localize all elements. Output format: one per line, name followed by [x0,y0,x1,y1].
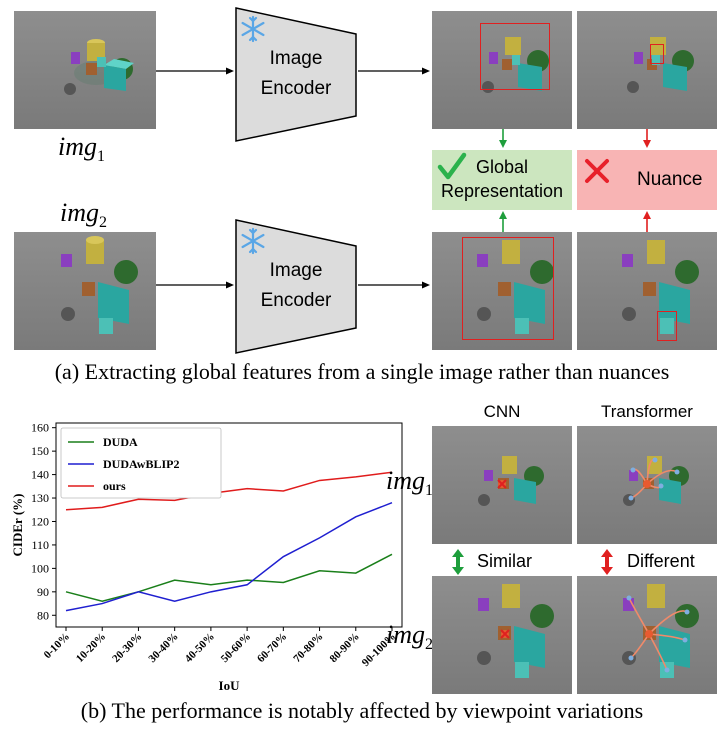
legend-label: DUDA [103,435,138,449]
nuance-box-label: Nuance [637,169,703,190]
img1-label-text: img [58,132,97,161]
scene-global-img2 [432,232,572,350]
y-tick-label: 120 [31,514,49,528]
arrow-encoder-to-feature-1 [358,67,430,75]
x-tick-label: 60-70% [255,631,289,665]
snowflake-icon [238,14,268,44]
b-img1-label-text: img [386,466,425,495]
similar-arrow-icon [452,549,464,575]
b-img1-label: img1 [386,466,433,500]
encoder-1-label-line2: Encoder [260,78,332,99]
scene-transformer-img1 [577,426,717,544]
img2-label: img2 [60,198,107,232]
arrow-encoder-to-feature-2 [358,281,430,289]
legend-box [60,427,222,499]
plot-frame [55,422,403,628]
y-axis-label: CIDEr (%) [10,494,25,557]
legend-label: DUDAwBLIP2 [103,457,179,471]
x-tick-label: 50-60% [219,631,253,665]
encoder-2-label-line1: Image [269,260,323,281]
encoder-2-label-line2: Encoder [260,290,332,311]
nuance-bbox-2 [657,311,677,341]
series-line-duda [65,553,393,602]
encoder-2-label: Image Encoder [236,256,356,316]
img2-label-text: img [60,198,99,227]
img1-label-sub: 1 [97,148,105,166]
x-tick-label: 10-20% [74,631,108,665]
encoder-1-label: Image Encoder [236,44,356,104]
y-tick-label: 150 [31,444,49,458]
y-tick-label: 110 [31,538,49,552]
global-box-line1: Global [475,157,529,177]
encoder-1-label-line1: Image [269,48,323,69]
image-encoder-2 [234,218,358,355]
global-bbox-2 [462,237,554,340]
scene-global-img1 [432,11,572,129]
y-tick-label: 90 [37,585,49,599]
b-img2-label-text: img [386,620,425,649]
x-tick-label: 70-80% [291,631,325,665]
img1-label: img1 [58,132,105,166]
caption-a: (a) Extracting global features from a si… [54,359,670,384]
cnn-header: CNN [483,402,521,421]
scene-nuance-img1 [577,11,717,129]
check-icon [437,152,467,180]
scene-nuance-img2 [577,232,717,350]
global-bbox-1 [480,23,550,90]
x-tick-label: 40-50% [183,631,217,665]
scene-image-img1 [14,11,156,129]
similar-label: Similar [477,551,533,571]
cross-icon [585,159,609,183]
img2-label-sub: 2 [99,214,107,232]
arrow-up-red [643,211,651,232]
cider-iou-chart: 80 90 100 110 120 130 140 150 160 0-10% 10-20% 20-3… [10,421,403,693]
arrow-img2-to-encoder [156,281,234,289]
arrow-down-red [643,129,651,148]
x-tick-label: 20-30% [110,631,144,665]
scene-transformer-img2 [577,576,717,694]
y-tick-label: 140 [31,468,49,482]
y-tick-label: 160 [31,421,49,435]
series-line-dudawblip2 [65,502,393,612]
scene-image-img2 [14,232,156,350]
nuance-box: Nuance [577,150,717,210]
b-img2-label: img2 [386,620,433,654]
global-box-line2: Representation [440,181,564,201]
y-tick-label: 80 [37,608,49,622]
nuance-bbox-1 [650,44,664,64]
caption-b: (b) The performance is notably affected … [80,698,644,723]
snowflake-icon [238,226,268,256]
different-arrow-icon [601,549,613,575]
b-img1-label-sub: 1 [425,482,433,500]
arrow-img1-to-encoder [156,67,234,75]
scene-cnn-img2 [432,576,572,694]
x-tick-label: 80-90% [327,631,361,665]
image-encoder-1 [234,6,358,143]
transformer-header: Transformer [601,402,693,421]
y-tick-label: 130 [31,491,49,505]
different-label: Different [627,551,695,571]
x-tick-label: 0-10% [42,631,73,662]
scene-cnn-img1 [432,426,572,544]
arrow-down-green [499,129,507,148]
global-representation-box: Global Representation [432,150,572,210]
y-tick-label: 100 [31,561,49,575]
arrow-up-green [499,211,507,232]
legend-label: ours [103,479,126,493]
b-img2-label-sub: 2 [425,636,433,654]
series-line-ours [65,471,393,511]
x-tick-label: 30-40% [146,631,180,665]
x-axis-label: IoU [219,678,241,693]
